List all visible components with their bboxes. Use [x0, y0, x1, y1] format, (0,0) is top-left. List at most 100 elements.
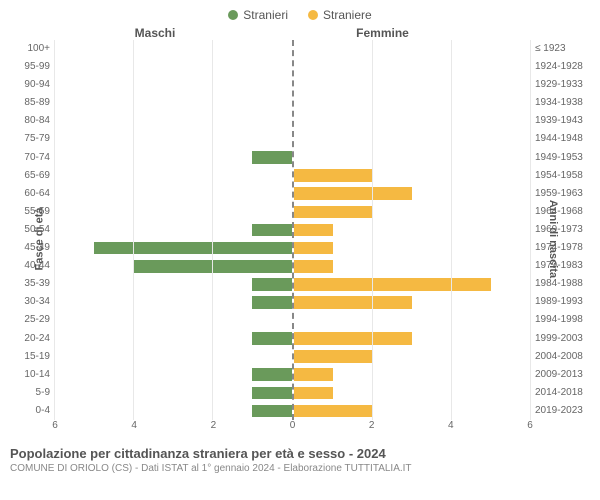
bar-row-male [55, 40, 292, 58]
x-axis: 0246 246 [0, 420, 600, 438]
age-tick: 20-24 [0, 330, 50, 348]
bar-row-female [294, 76, 531, 94]
birth-tick: 1999-2003 [535, 330, 600, 348]
birth-tick: 1984-1988 [535, 275, 600, 293]
bar-female [294, 278, 491, 291]
age-tick: 70-74 [0, 149, 50, 167]
age-tick: 35-39 [0, 275, 50, 293]
bar-row-male [55, 167, 292, 185]
bar-male [252, 151, 291, 164]
birth-tick: 1994-1998 [535, 311, 600, 329]
footer: Popolazione per cittadinanza straniera p… [0, 438, 600, 474]
chart-wrapper: Fasce di età Anni di nascita 100+95-9990… [0, 40, 600, 438]
y-axis-age: 100+95-9990-9485-8980-8475-7970-7465-696… [0, 40, 55, 420]
bar-male [94, 242, 291, 255]
gridline [133, 40, 134, 420]
bar-row-male [55, 149, 292, 167]
legend: Stranieri Straniere [0, 0, 600, 26]
age-tick: 5-9 [0, 384, 50, 402]
birth-tick: 1979-1983 [535, 257, 600, 275]
bar-row-male [55, 76, 292, 94]
bar-row-female [294, 94, 531, 112]
birth-tick: 1954-1958 [535, 167, 600, 185]
bar-male [252, 368, 291, 381]
bar-female [294, 296, 412, 309]
bar-row-female [294, 203, 531, 221]
bar-row-male [55, 293, 292, 311]
chart-area: 100+95-9990-9485-8980-8475-7970-7465-696… [0, 40, 600, 420]
bar-row-male [55, 311, 292, 329]
y-axis-birth: ≤ 19231924-19281929-19331934-19381939-19… [530, 40, 600, 420]
bar-row-female [294, 185, 531, 203]
birth-tick: 1989-1993 [535, 293, 600, 311]
bar-row-female [294, 293, 531, 311]
chart-title: Popolazione per cittadinanza straniera p… [10, 446, 590, 461]
gridline [54, 40, 55, 420]
bar-row-female [294, 130, 531, 148]
bar-female [294, 405, 373, 418]
bar-row-female [294, 384, 531, 402]
bar-row-female [294, 221, 531, 239]
bar-row-male [55, 130, 292, 148]
header-male: Maschi [0, 26, 255, 40]
bar-row-male [55, 185, 292, 203]
bar-row-male [55, 112, 292, 130]
bar-row-male [55, 384, 292, 402]
bar-female [294, 224, 333, 237]
bar-row-female [294, 149, 531, 167]
bar-row-female [294, 58, 531, 76]
bar-row-female [294, 239, 531, 257]
birth-tick: 1924-1928 [535, 58, 600, 76]
age-tick: 25-29 [0, 311, 50, 329]
bar-female [294, 368, 333, 381]
birth-tick: 1974-1978 [535, 239, 600, 257]
bar-male [252, 224, 291, 237]
age-tick: 40-44 [0, 257, 50, 275]
age-tick: 80-84 [0, 112, 50, 130]
x-tick: 4 [131, 420, 137, 431]
bar-female [294, 206, 373, 219]
bar-row-female [294, 402, 531, 420]
bar-row-male [55, 239, 292, 257]
bar-row-female [294, 348, 531, 366]
legend-swatch-female [308, 10, 318, 20]
bar-row-male [55, 402, 292, 420]
birth-tick: 1929-1933 [535, 76, 600, 94]
age-tick: 50-54 [0, 221, 50, 239]
age-tick: 15-19 [0, 348, 50, 366]
bar-row-female [294, 366, 531, 384]
bar-female [294, 332, 412, 345]
bar-row-female [294, 40, 531, 58]
bar-row-female [294, 275, 531, 293]
plot-male [55, 40, 294, 420]
x-tick: 2 [369, 420, 375, 431]
header-female: Femmine [255, 26, 510, 40]
x-tick: 6 [527, 420, 533, 431]
birth-tick: 1939-1943 [535, 112, 600, 130]
birth-tick: 1934-1938 [535, 94, 600, 112]
age-tick: 95-99 [0, 58, 50, 76]
age-tick: 65-69 [0, 167, 50, 185]
age-tick: 75-79 [0, 130, 50, 148]
bar-female [294, 350, 373, 363]
gridline [372, 40, 373, 420]
bar-female [294, 169, 373, 182]
birth-tick: ≤ 1923 [535, 40, 600, 58]
birth-tick: 1949-1953 [535, 149, 600, 167]
birth-tick: 1959-1963 [535, 185, 600, 203]
birth-tick: 2009-2013 [535, 366, 600, 384]
age-tick: 0-4 [0, 402, 50, 420]
plot [55, 40, 530, 420]
legend-label-male: Stranieri [243, 8, 288, 22]
x-axis-female: 2 4 6 [293, 420, 531, 438]
x-tick: 4 [448, 420, 454, 431]
bar-row-male [55, 330, 292, 348]
age-tick: 10-14 [0, 366, 50, 384]
bar-male [252, 332, 291, 345]
bar-row-male [55, 203, 292, 221]
age-tick: 100+ [0, 40, 50, 58]
bar-male [252, 278, 291, 291]
legend-female: Straniere [308, 8, 372, 22]
bar-female [294, 242, 333, 255]
age-tick: 60-64 [0, 185, 50, 203]
